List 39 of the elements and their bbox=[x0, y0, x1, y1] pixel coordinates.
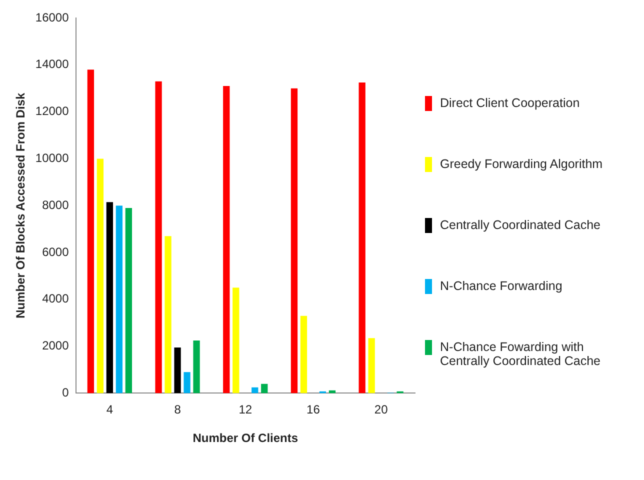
bar bbox=[174, 347, 181, 394]
bar bbox=[96, 158, 104, 394]
bar bbox=[300, 316, 308, 394]
legend-label: Centrally Coordinated Cache bbox=[440, 218, 601, 232]
bar bbox=[164, 236, 172, 394]
bar bbox=[87, 70, 94, 394]
bar bbox=[125, 208, 132, 394]
bar bbox=[116, 206, 123, 394]
y-tick-label: 6000 bbox=[42, 244, 70, 259]
y-tick-label: 2000 bbox=[42, 338, 70, 353]
legend-label: Direct Client Cooperation bbox=[440, 96, 580, 110]
bar bbox=[106, 202, 114, 394]
bar bbox=[261, 384, 268, 394]
x-tick-label: 20 bbox=[374, 402, 388, 417]
bar bbox=[223, 86, 230, 394]
x-tick-label: 16 bbox=[306, 402, 320, 417]
bar bbox=[193, 340, 200, 394]
x-tick-label: 4 bbox=[106, 402, 114, 417]
bar bbox=[358, 82, 366, 394]
x-axis-title: Number Of Clients bbox=[192, 431, 298, 446]
y-tick-label: 16000 bbox=[35, 10, 70, 24]
legend-label: Greedy Forwarding Algorithm bbox=[440, 157, 603, 171]
y-tick-label: 12000 bbox=[35, 104, 70, 118]
y-tick-label: 10000 bbox=[35, 151, 70, 166]
y-tick-label: 8000 bbox=[42, 198, 70, 212]
x-tick-label: 12 bbox=[238, 402, 252, 417]
legend-label: N-Chance Fowarding with Centrally Coordinated Cache bbox=[440, 340, 602, 368]
bar bbox=[184, 372, 190, 394]
bar bbox=[252, 387, 258, 394]
bar bbox=[155, 81, 162, 394]
bar bbox=[232, 288, 240, 394]
y-tick-label: 14000 bbox=[35, 57, 70, 72]
y-tick-label: 4000 bbox=[42, 292, 70, 306]
y-tick-label: 0 bbox=[62, 386, 70, 400]
bar bbox=[368, 338, 375, 394]
bar bbox=[290, 88, 298, 394]
legend-label: N-Chance Forwarding bbox=[440, 279, 562, 293]
y-axis-title: Number Of Blocks Accessed From Disk bbox=[14, 92, 28, 318]
x-tick-label: 8 bbox=[174, 402, 182, 417]
